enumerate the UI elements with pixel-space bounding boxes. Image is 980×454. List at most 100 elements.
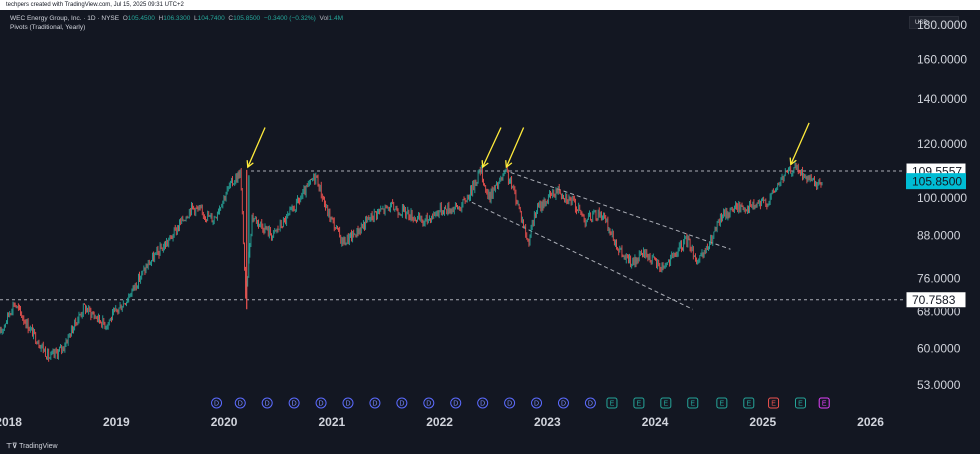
low-value: 104.7400: [197, 15, 225, 22]
dividend-marker: [211, 397, 223, 409]
x-tick-label: 2019: [103, 415, 130, 429]
earnings-marker: [687, 397, 699, 409]
dividend-marker: [423, 397, 435, 409]
event-marker-label: D: [588, 401, 593, 408]
dividend-marker: [342, 397, 354, 409]
event-marker-label: E: [637, 401, 642, 408]
event-marker-label: D: [319, 401, 324, 408]
dividend-marker: [584, 397, 596, 409]
x-tick-label: 2023: [534, 415, 561, 429]
symbol-name[interactable]: WEC Energy Group, Inc. · 1D · NYSE: [10, 15, 120, 22]
currency-badge[interactable]: USD: [909, 16, 959, 29]
x-tick-label: 2020: [211, 415, 238, 429]
annotation-arrow: [247, 127, 266, 168]
event-marker-label: D: [372, 401, 377, 408]
volume-label: Vol: [319, 15, 329, 22]
candles: [0, 160, 823, 362]
volume-value: 1.4M: [328, 15, 343, 22]
x-tick-label: 2018: [0, 415, 22, 429]
y-tick-label: 100.0000: [917, 191, 967, 205]
y-tick-label: 88.0000: [917, 229, 961, 243]
annotation-arrow: [790, 122, 810, 165]
caption-text: techpers created with TradingView.com, J…: [6, 2, 184, 8]
arrow-head: [481, 160, 489, 169]
annotation-arrow: [482, 127, 502, 168]
x-tick-label: 2024: [642, 415, 669, 429]
y-tick-label: 76.0000: [917, 272, 961, 286]
event-marker-label: D: [238, 401, 243, 408]
event-marker-label: D: [265, 401, 270, 408]
event-marker-label: D: [507, 401, 512, 408]
event-marker-label: E: [822, 401, 827, 408]
dividend-marker: [450, 397, 462, 409]
event-marker-label: E: [610, 401, 615, 408]
close-label: C: [228, 15, 234, 22]
dividend-marker: [315, 397, 327, 409]
low-label: L: [193, 15, 198, 22]
x-tick-label: 2021: [318, 415, 345, 429]
y-tick-label: 120.0000: [917, 137, 967, 151]
last-price-tag: [906, 173, 966, 190]
dividend-marker: [504, 397, 516, 409]
dividend-marker: [477, 397, 489, 409]
last-price-label: 105.8500: [912, 175, 962, 189]
y-tick-label: 140.0000: [917, 92, 967, 106]
dividend-marker: [288, 397, 300, 409]
annotation-arrow: [505, 127, 525, 168]
dividend-marker: [234, 397, 246, 409]
channel-upper-line: [510, 172, 731, 250]
dividend-marker: [557, 397, 569, 409]
event-marker-label: E: [746, 401, 751, 408]
event-marker-label: D: [534, 401, 539, 408]
event-marker-label: E: [771, 401, 776, 408]
event-marker-label: D: [561, 401, 566, 408]
open-label: O: [122, 15, 128, 22]
level-price-tag: [905, 291, 967, 309]
dividend-marker: [396, 397, 408, 409]
event-marker-label: E: [798, 401, 803, 408]
footer-brand: TradingView: [19, 443, 58, 450]
earnings-marker: [794, 397, 806, 409]
high-value: 106.3300: [163, 15, 191, 22]
earnings-marker: [768, 397, 780, 409]
x-tick-label: 2025: [749, 415, 776, 429]
event-marker-label: D: [399, 401, 404, 408]
event-marker-label: D: [214, 401, 219, 408]
arrow-head: [789, 157, 797, 166]
dividend-marker: [531, 397, 543, 409]
event-marker-label: D: [292, 401, 297, 408]
dividend-marker: [261, 397, 273, 409]
chart-legend: WEC Energy Group, Inc. · 1D · NYSE O105.…: [10, 14, 343, 32]
y-tick-label: 160.0000: [917, 52, 967, 66]
dividend-marker: [369, 397, 381, 409]
x-tick-label: 2022: [426, 415, 453, 429]
event-marker-label: E: [663, 401, 668, 408]
earnings-marker: [633, 397, 645, 409]
footer-bar: ⊤⊽ TradingView: [0, 440, 980, 454]
arrow-head: [505, 160, 513, 169]
event-marker-label: D: [480, 401, 485, 408]
event-marker-label: E: [720, 401, 725, 408]
event-marker-label: D: [426, 401, 431, 408]
earnings-marker: [743, 397, 755, 409]
high-label: H: [158, 15, 164, 22]
caption-bar: techpers created with TradingView.com, J…: [0, 0, 980, 10]
tradingview-logo-icon: ⊤⊽: [6, 443, 18, 450]
indicator-name[interactable]: Pivots (Traditional, Yearly): [10, 24, 86, 31]
event-marker-label: D: [345, 401, 350, 408]
earnings-marker: [660, 397, 672, 409]
event-marker-label: E: [690, 401, 695, 408]
level-price-label: 70.7583: [912, 293, 956, 307]
earnings-marker: [818, 397, 830, 409]
y-tick-label: 60.0000: [917, 341, 961, 355]
x-tick-label: 2026: [857, 415, 884, 429]
legend-ohlc-row: WEC Energy Group, Inc. · 1D · NYSE O105.…: [10, 14, 343, 23]
event-marker-label: D: [453, 401, 458, 408]
y-tick-label: 53.0000: [917, 378, 961, 392]
open-value: 105.4500: [127, 15, 155, 22]
y-tick-label: 180.0000: [917, 18, 967, 32]
arrow-head: [246, 160, 254, 169]
close-value: 105.8500: [233, 15, 261, 22]
price-chart[interactable]: 180.0000 160.0000 140.0000 120.0000 100.0000…: [0, 0, 980, 440]
earnings-marker: [716, 397, 728, 409]
